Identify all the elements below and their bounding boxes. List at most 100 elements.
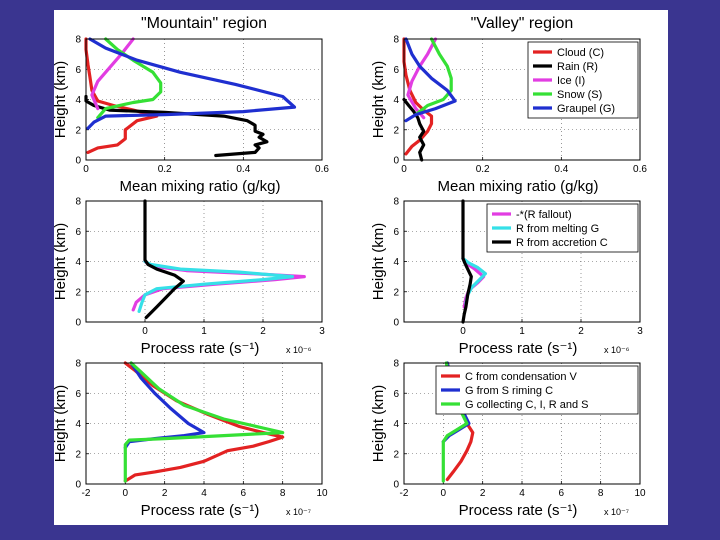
axes-frame bbox=[85, 38, 323, 161]
x-tick-label: 2 bbox=[480, 488, 486, 499]
x-tick-label: 0.4 bbox=[554, 164, 568, 175]
series-line-snow-s- bbox=[414, 37, 453, 117]
y-axis-label: Height (km) bbox=[54, 385, 69, 463]
x-tick-label: 0 bbox=[123, 488, 129, 499]
x-tick-label: 4 bbox=[519, 488, 525, 499]
axes-frame bbox=[85, 200, 323, 323]
axes-frame bbox=[403, 200, 641, 323]
x-tick-label: 0 bbox=[83, 164, 89, 175]
y-axis-label: Height (km) bbox=[54, 223, 69, 301]
y-tick-label: 2 bbox=[75, 287, 81, 298]
x-tick-label: 2 bbox=[260, 326, 266, 337]
x-tick-label: 6 bbox=[559, 488, 565, 499]
legend-entry: R from accretion C bbox=[516, 237, 608, 249]
x-tick-label: 0.4 bbox=[236, 164, 250, 175]
series-line-ice-i- bbox=[90, 37, 135, 111]
figure-panel: 0 0.2 0.4 0.6 0 2 4 6 8 Mean mixing ratio (g/kg) H… bbox=[54, 10, 668, 525]
x-tick-label: -2 bbox=[82, 488, 91, 499]
series-line-r-from-accretion-c bbox=[143, 199, 185, 320]
x-tick-label: 0.6 bbox=[315, 164, 329, 175]
chart-title: "Valley" region bbox=[471, 15, 574, 32]
x-tick-label: 0 bbox=[460, 326, 466, 337]
x-tick-label: 8 bbox=[280, 488, 286, 499]
x-tick-label: 0 bbox=[401, 164, 407, 175]
x-tick-label: 0.6 bbox=[633, 164, 647, 175]
legend-entry: Cloud (C) bbox=[557, 47, 604, 59]
x-tick-label: 2 bbox=[578, 326, 584, 337]
y-tick-label: 2 bbox=[393, 449, 399, 460]
y-tick-label: 8 bbox=[393, 197, 399, 208]
y-tick-label: 2 bbox=[75, 449, 81, 460]
x-axis-label: Mean mixing ratio (g/kg) bbox=[438, 178, 599, 195]
y-tick-label: 6 bbox=[75, 389, 81, 400]
y-tick-label: 0 bbox=[75, 318, 81, 329]
x-axis-label: Mean mixing ratio (g/kg) bbox=[120, 178, 281, 195]
scale-label: x 10⁻⁷ bbox=[286, 507, 311, 517]
legend-entry: G collecting C, I, R and S bbox=[465, 399, 589, 411]
y-tick-label: 2 bbox=[393, 287, 399, 298]
chart-mountain-rain-processes: 0 1 2 3 0 2 4 6 8 Process rate (s⁻¹) Height (km) x … bbox=[54, 197, 325, 358]
axes-frame bbox=[403, 38, 641, 161]
axes-frame bbox=[85, 362, 323, 485]
y-tick-label: 0 bbox=[75, 156, 81, 167]
y-tick-label: 0 bbox=[75, 480, 81, 491]
legend-entry: -*(R fallout) bbox=[516, 209, 572, 221]
y-tick-label: 4 bbox=[75, 95, 81, 106]
scale-label: x 10⁻⁷ bbox=[604, 507, 629, 517]
series-line-graupel-g- bbox=[86, 37, 297, 130]
x-tick-label: 8 bbox=[598, 488, 604, 499]
x-tick-label: 1 bbox=[519, 326, 525, 337]
series-line-r-from-melting-g bbox=[137, 259, 295, 313]
x-tick-label: 0.2 bbox=[158, 164, 172, 175]
y-tick-label: 6 bbox=[75, 65, 81, 76]
y-tick-label: 8 bbox=[75, 197, 81, 208]
series-line-rain-r- bbox=[402, 97, 426, 162]
x-axis-label: Process rate (s⁻¹) bbox=[141, 340, 260, 357]
chart-valley-rain-processes: 0 1 2 3 0 2 4 6 8 Process rate (s⁻¹) Height (km) x … bbox=[370, 197, 643, 358]
series-line-g-collecting-c-i-r-and-s bbox=[123, 361, 285, 483]
series-line-graupel-g- bbox=[404, 37, 457, 123]
y-tick-label: 8 bbox=[393, 35, 399, 46]
legend-box bbox=[527, 41, 639, 119]
y-tick-label: 8 bbox=[75, 35, 81, 46]
y-tick-label: 2 bbox=[75, 125, 81, 136]
legend-entry: Rain (R) bbox=[557, 61, 598, 73]
y-tick-label: 4 bbox=[75, 257, 81, 268]
legend-box bbox=[435, 365, 639, 415]
legend-entry: R from melting G bbox=[516, 223, 599, 235]
x-tick-label: 0.2 bbox=[476, 164, 490, 175]
y-tick-label: 2 bbox=[393, 125, 399, 136]
y-tick-label: 8 bbox=[393, 359, 399, 370]
legend-entry: C from condensation V bbox=[465, 371, 578, 383]
x-tick-label: 10 bbox=[634, 488, 646, 499]
y-tick-label: 0 bbox=[393, 480, 399, 491]
y-tick-label: 4 bbox=[393, 419, 399, 430]
x-tick-label: 2 bbox=[162, 488, 168, 499]
legend: -*(R fallout) R from melting G R from accr… bbox=[486, 203, 639, 253]
legend-box bbox=[486, 203, 639, 253]
y-tick-label: 8 bbox=[75, 359, 81, 370]
x-tick-label: 4 bbox=[201, 488, 207, 499]
chart-valley-mixing: 0 0.2 0.4 0.6 0 2 4 6 8 Mean mixing ratio (g/kg) H… bbox=[370, 15, 647, 195]
y-tick-label: 0 bbox=[393, 156, 399, 167]
y-axis-label: Height (km) bbox=[370, 385, 387, 463]
y-tick-label: 6 bbox=[393, 389, 399, 400]
y-tick-label: 4 bbox=[393, 95, 399, 106]
y-axis-label: Height (km) bbox=[370, 61, 387, 139]
legend-entry: G from S riming C bbox=[465, 385, 553, 397]
x-tick-label: 10 bbox=[316, 488, 328, 499]
x-tick-label: 1 bbox=[201, 326, 207, 337]
y-tick-label: 6 bbox=[393, 65, 399, 76]
y-tick-label: 4 bbox=[393, 257, 399, 268]
x-axis-label: Process rate (s⁻¹) bbox=[141, 502, 260, 519]
scale-label: x 10⁻⁶ bbox=[286, 345, 312, 355]
x-tick-label: 0 bbox=[142, 326, 148, 337]
x-axis-label: Process rate (s⁻¹) bbox=[459, 502, 578, 519]
y-axis-label: Height (km) bbox=[54, 61, 69, 139]
legend-entry: Graupel (G) bbox=[557, 103, 615, 115]
legend: C from condensation V G from S riming C G … bbox=[435, 365, 639, 415]
x-tick-label: -2 bbox=[400, 488, 409, 499]
x-axis-label: Process rate (s⁻¹) bbox=[459, 340, 578, 357]
axes-frame bbox=[403, 362, 641, 485]
